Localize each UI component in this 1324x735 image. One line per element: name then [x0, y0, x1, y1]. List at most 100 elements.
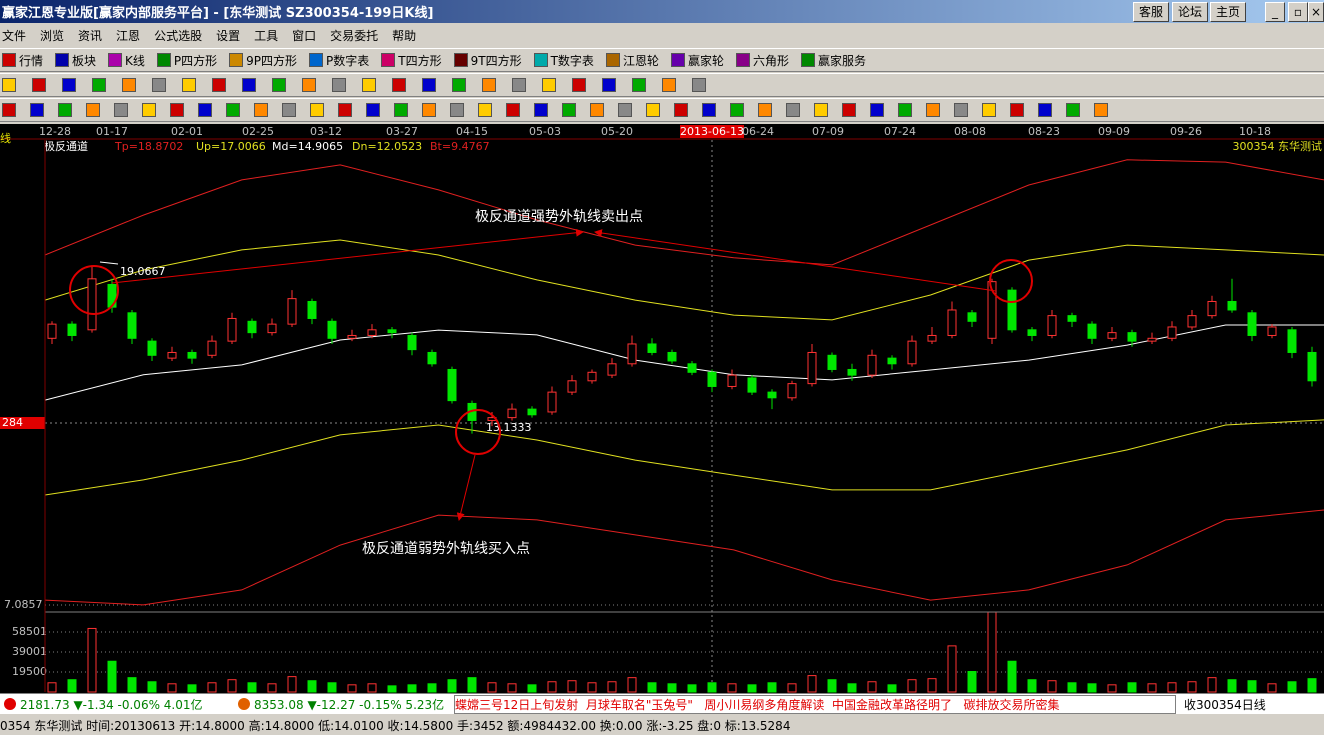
candle-body: [647, 343, 657, 353]
toolbar-icon[interactable]: [534, 103, 548, 117]
toolbar-icon[interactable]: [870, 103, 884, 117]
menu-item[interactable]: 帮助: [392, 28, 417, 43]
toolbar-icon[interactable]: [310, 103, 324, 117]
toolbar-icon[interactable]: [170, 103, 184, 117]
news-ticker[interactable]: 蝶嫦三号12日上旬发射 月球车取名"玉兔号" 周小川易纲多角度解读 中国金融改革…: [454, 694, 1176, 714]
menu-item[interactable]: 文件: [2, 28, 27, 43]
toolbar-icon[interactable]: [366, 103, 380, 117]
toolbar-icon[interactable]: [814, 103, 828, 117]
toolbar-label: 行情: [19, 53, 44, 68]
toolbar-icon[interactable]: [198, 103, 212, 117]
toolbar-icon[interactable]: [926, 103, 940, 117]
toolbar-icon[interactable]: [1010, 103, 1024, 117]
toolbar-button[interactable]: T四方形: [381, 52, 442, 69]
service-button[interactable]: 客服: [1133, 2, 1169, 22]
menu-item[interactable]: 资讯: [78, 28, 103, 43]
toolbar-icon[interactable]: [86, 103, 100, 117]
menu-item[interactable]: 窗口: [292, 28, 317, 43]
toolbar-icon[interactable]: [506, 103, 520, 117]
toolbar-icon[interactable]: [242, 78, 256, 92]
menu-item[interactable]: 江恩: [116, 28, 141, 43]
toolbar-button[interactable]: P四方形: [156, 52, 217, 69]
toolbar-icon[interactable]: [450, 103, 464, 117]
toolbar-label: P数字表: [326, 53, 370, 68]
toolbar-icon[interactable]: [702, 103, 716, 117]
toolbar-icon[interactable]: [954, 103, 968, 117]
toolbar-icon[interactable]: [1094, 103, 1108, 117]
toolbar-button[interactable]: 行情: [2, 52, 43, 69]
toolbar-icon[interactable]: [1038, 103, 1052, 117]
toolbar-icon[interactable]: [142, 103, 156, 117]
toolbar-icon[interactable]: [1066, 103, 1080, 117]
toolbar-icon[interactable]: [674, 103, 688, 117]
toolbar-button[interactable]: 江恩轮: [605, 52, 659, 69]
menu-item[interactable]: 交易委托: [330, 28, 379, 43]
toolbar-icon[interactable]: [422, 103, 436, 117]
menu-item[interactable]: 设置: [216, 28, 241, 43]
toolbar-icon[interactable]: [394, 103, 408, 117]
toolbar-icon[interactable]: [58, 103, 72, 117]
minimize-button[interactable]: _: [1265, 2, 1285, 22]
toolbar-button[interactable]: 六角形: [735, 52, 789, 69]
toolbar-icon[interactable]: [632, 78, 646, 92]
restore-button[interactable]: ▫: [1288, 2, 1308, 22]
toolbar-button[interactable]: P数字表: [309, 52, 369, 69]
toolbar-icon[interactable]: [422, 78, 436, 92]
toolbar-button[interactable]: T数字表: [533, 52, 594, 69]
toolbar-icon[interactable]: [590, 103, 604, 117]
toolbar-icon[interactable]: [2, 78, 16, 92]
toolbar-icon[interactable]: [362, 78, 376, 92]
toolbar-icon[interactable]: [562, 103, 576, 117]
forum-button[interactable]: 论坛: [1172, 2, 1208, 22]
toolbar-icon[interactable]: [30, 103, 44, 117]
toolbar-icon[interactable]: [272, 78, 286, 92]
toolbar-icon[interactable]: [982, 103, 996, 117]
toolbar-button[interactable]: K线: [108, 52, 145, 69]
toolbar-icon[interactable]: [254, 103, 268, 117]
toolbar-icon[interactable]: [452, 78, 466, 92]
toolbar-icon[interactable]: [338, 103, 352, 117]
toolbar-icon[interactable]: [692, 78, 706, 92]
toolbar-button[interactable]: 9T四方形: [453, 52, 522, 69]
toolbar-icon[interactable]: [62, 78, 76, 92]
close-button[interactable]: ×: [1308, 2, 1324, 22]
toolbar-icon[interactable]: [302, 78, 316, 92]
toolbar-icon[interactable]: [152, 78, 166, 92]
toolbar-icon[interactable]: [602, 78, 616, 92]
candle-body: [1247, 312, 1257, 336]
toolbar-icon[interactable]: [898, 103, 912, 117]
toolbar-icon[interactable]: [482, 78, 496, 92]
toolbar-button[interactable]: 板块: [55, 52, 96, 69]
menu-item[interactable]: 公式选股: [154, 28, 203, 43]
toolbar-icon[interactable]: [572, 78, 586, 92]
toolbar-icon[interactable]: [758, 103, 772, 117]
toolbar-button[interactable]: 赢家服务: [800, 52, 866, 69]
candle-body: [1207, 300, 1217, 317]
toolbar-icon[interactable]: [786, 103, 800, 117]
toolbar-icon[interactable]: [842, 103, 856, 117]
toolbar-icon[interactable]: [212, 78, 226, 92]
menu-item[interactable]: 浏览: [40, 28, 65, 43]
toolbar-button[interactable]: 赢家轮: [670, 52, 724, 69]
toolbar-icon[interactable]: [542, 78, 556, 92]
home-button[interactable]: 主页: [1210, 2, 1246, 22]
toolbar-icon[interactable]: [226, 103, 240, 117]
toolbar-icon[interactable]: [182, 78, 196, 92]
toolbar-icon[interactable]: [730, 103, 744, 117]
toolbar-icon[interactable]: [32, 78, 46, 92]
toolbar-icon[interactable]: [618, 103, 632, 117]
toolbar-icon[interactable]: [646, 103, 660, 117]
toolbar-icon[interactable]: [122, 78, 136, 92]
toolbar-icon[interactable]: [662, 78, 676, 92]
toolbar-icon[interactable]: [2, 103, 16, 117]
toolbar-icon[interactable]: [478, 103, 492, 117]
toolbar-icon[interactable]: [92, 78, 106, 92]
menu-item[interactable]: 工具: [254, 28, 279, 43]
toolbar-icon[interactable]: [392, 78, 406, 92]
info-bar: 0354 东华测试 时间:20130613 开:14.8000 高:14.800…: [0, 715, 1324, 735]
toolbar-icon[interactable]: [282, 103, 296, 117]
toolbar-icon[interactable]: [512, 78, 526, 92]
toolbar-icon[interactable]: [114, 103, 128, 117]
toolbar-icon[interactable]: [332, 78, 346, 92]
toolbar-button[interactable]: 9P四方形: [229, 52, 297, 69]
